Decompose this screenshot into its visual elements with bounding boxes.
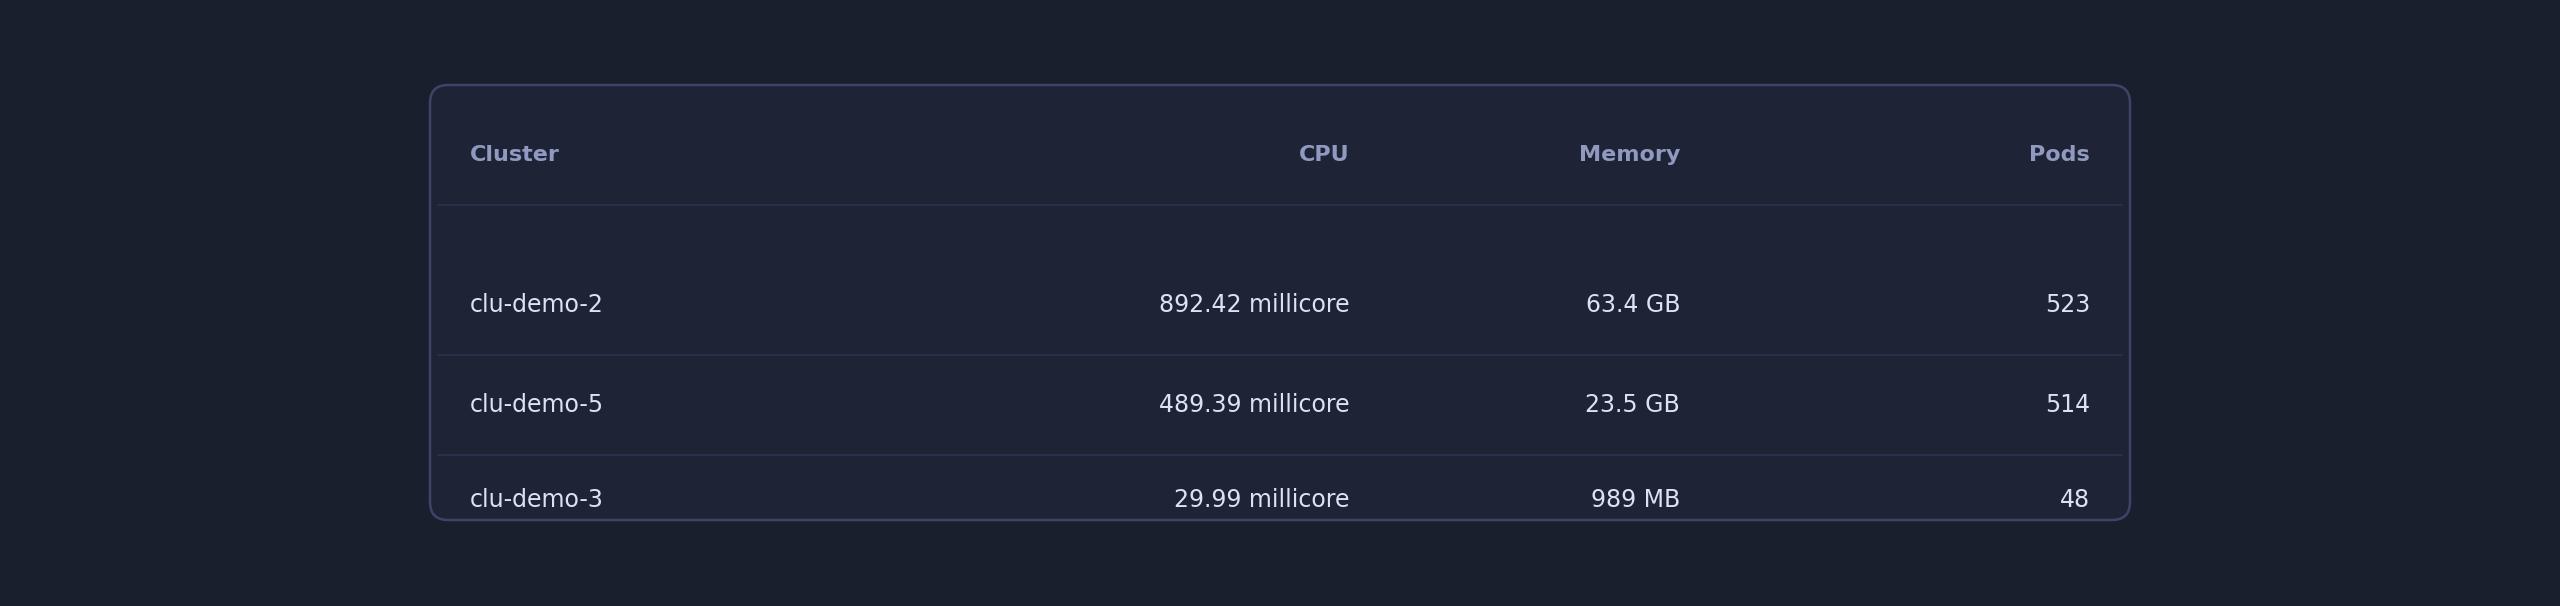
Text: 489.39 millicore: 489.39 millicore (1160, 393, 1349, 417)
Text: 523: 523 (2045, 293, 2089, 317)
Text: 63.4 GB: 63.4 GB (1585, 293, 1679, 317)
Text: 48: 48 (2061, 488, 2089, 512)
Text: 29.99 millicore: 29.99 millicore (1175, 488, 1349, 512)
Text: Pods: Pods (2030, 145, 2089, 165)
Text: 989 MB: 989 MB (1590, 488, 1679, 512)
Text: clu-demo-2: clu-demo-2 (471, 293, 604, 317)
Text: CPU: CPU (1300, 145, 1349, 165)
Text: Memory: Memory (1580, 145, 1679, 165)
FancyBboxPatch shape (430, 85, 2130, 520)
Text: 23.5 GB: 23.5 GB (1585, 393, 1679, 417)
Text: 514: 514 (2045, 393, 2089, 417)
Text: 892.42 millicore: 892.42 millicore (1160, 293, 1349, 317)
Text: Cluster: Cluster (471, 145, 561, 165)
Text: clu-demo-5: clu-demo-5 (471, 393, 604, 417)
Text: clu-demo-3: clu-demo-3 (471, 488, 604, 512)
